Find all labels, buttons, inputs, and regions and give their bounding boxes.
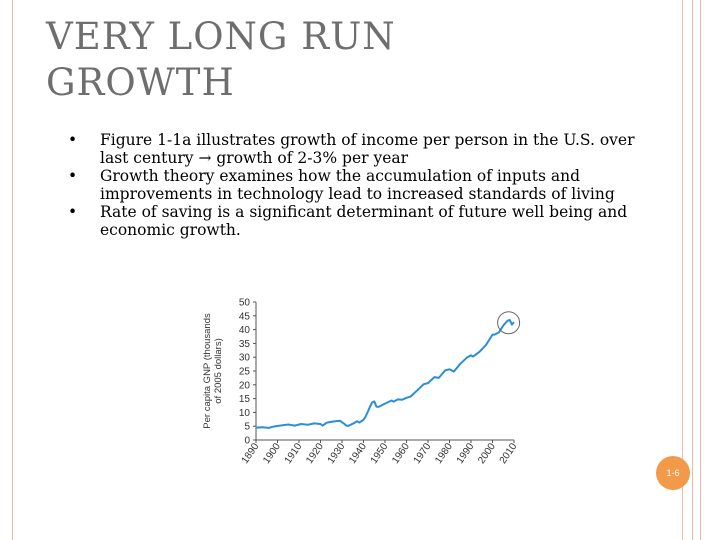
y-tick-label: 30 — [239, 353, 251, 364]
y-tick-label: 45 — [239, 311, 251, 322]
slide-title: VERY LONG RUN GROWTH — [46, 15, 396, 104]
x-tick-label: 2000 — [476, 441, 498, 466]
y-tick-label: 5 — [244, 422, 250, 433]
x-tick-label: 1980 — [433, 441, 455, 466]
bullet-item: Figure 1-1a illustrates growth of income… — [68, 131, 648, 167]
y-tick-label: 20 — [239, 380, 251, 391]
y-tick-label: 10 — [239, 408, 251, 419]
x-tick-label: 1900 — [261, 441, 283, 466]
page-number-badge: 1-6 — [656, 456, 690, 490]
x-tick-label: 1990 — [455, 441, 477, 466]
gnp-chart: 0 5 10 15 20 25 30 35 40 45 50 1890 1900 1910 1920 1930… — [196, 296, 526, 482]
gnp-chart-svg: 0 5 10 15 20 25 30 35 40 45 50 1890 1900 1910 1920 1930… — [202, 298, 521, 466]
x-tick-label: 1950 — [369, 441, 391, 466]
x-tick-label: 1890 — [240, 441, 262, 466]
y-tick-label: 40 — [239, 325, 251, 336]
x-tick-label: 1960 — [390, 441, 412, 466]
bullet-list: Figure 1-1a illustrates growth of income… — [68, 131, 648, 239]
bullet-item: Growth theory examines how the accumulat… — [68, 167, 648, 203]
x-tick-label: 1910 — [283, 441, 305, 466]
x-tick-label: 1970 — [412, 441, 434, 466]
slide-frame-right-3 — [700, 0, 701, 540]
x-tick-label: 1940 — [347, 441, 369, 466]
y-tick-label: 15 — [239, 394, 251, 405]
y-axis-label: Per capita GNP (thousandsof 2005 dollars… — [202, 313, 224, 429]
bullet-item: Rate of saving is a significant determin… — [68, 203, 648, 239]
y-tick-label: 50 — [239, 298, 251, 309]
x-tick-label: 1930 — [326, 441, 348, 466]
y-tick-label: 0 — [244, 436, 250, 447]
x-tick-label: 2010 — [498, 441, 520, 466]
y-tick-label: 35 — [239, 339, 251, 350]
series-line-gnp — [255, 318, 515, 429]
slide-frame-left — [12, 0, 13, 540]
highlight-circle — [497, 311, 521, 335]
x-tick-label: 1920 — [304, 441, 326, 466]
slide-frame-right-2 — [692, 0, 693, 540]
slide-frame-right-1 — [682, 0, 683, 540]
y-tick-label: 25 — [239, 367, 251, 378]
